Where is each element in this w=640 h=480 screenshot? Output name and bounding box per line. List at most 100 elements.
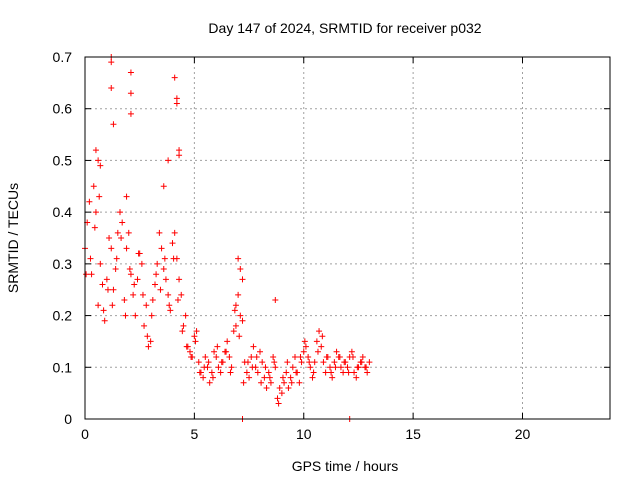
data-point [176,276,183,283]
data-point [127,110,134,117]
data-point [99,281,106,288]
data-point [275,400,282,407]
data-point [235,291,242,298]
data-point [239,317,246,324]
data-point [165,291,172,298]
data-point [108,245,115,252]
x-tick-label: 5 [190,426,198,442]
data-point [279,374,286,381]
data-point [261,374,268,381]
y-tick-label: 0.7 [53,49,73,65]
x-tick-label: 20 [515,426,531,442]
data-point [125,229,132,236]
data-point [173,100,180,107]
data-point [215,364,222,371]
data-point [139,291,146,298]
data-point [364,369,371,376]
data-point [224,338,231,345]
data-point [226,353,233,360]
data-point [206,379,213,386]
data-point [281,379,288,386]
y-tick-label: 0.4 [53,204,73,220]
data-point [165,157,172,164]
data-point [265,369,272,376]
data-point [193,328,200,335]
data-point [240,379,247,386]
data-point [288,379,295,386]
data-point [236,333,243,340]
data-point [276,384,283,391]
data-point [320,359,327,366]
data-point [253,353,260,360]
data-point [118,235,125,241]
x-tick-labels: 0 5 10 15 20 [81,426,530,442]
data-point [95,157,102,164]
data-point [97,260,104,267]
data-point [237,266,244,273]
data-point [112,266,119,273]
data-point [328,369,335,376]
data-point [92,209,99,216]
y-tick-label: 0 [64,411,72,427]
data-point [176,152,183,159]
data-point [217,369,224,376]
data-point [171,229,178,236]
data-point [327,364,333,371]
data-point [244,359,251,366]
data-point [218,359,225,366]
data-point [237,312,244,319]
data-point [345,369,352,376]
data-point [332,364,339,371]
data-point [192,338,199,345]
data-point [296,379,303,386]
data-point [95,302,102,309]
data-point [227,369,234,376]
data-point [127,90,134,97]
data-point [154,260,161,267]
data-point [309,374,316,381]
data-point [302,343,309,350]
data-point [319,333,326,340]
data-point [249,364,256,371]
data-point [202,353,209,360]
data-point [366,359,373,366]
data-point [109,302,116,309]
y-tick-labels: 0 0.1 0.2 0.3 0.4 0.5 0.6 0.7 [53,49,73,427]
data-point [298,359,305,366]
data-point [230,328,237,335]
data-point [285,384,292,391]
data-points [82,54,373,422]
data-point [92,147,99,154]
y-tick-label: 0.6 [53,101,73,117]
data-point [305,353,312,360]
data-point [314,348,321,355]
data-point [258,379,265,386]
data-point [263,384,270,391]
data-point [235,255,242,262]
data-point [100,307,107,314]
data-point [271,359,278,366]
chart-title: Day 147 of 2024, SRMTID for receiver p03… [208,20,481,36]
data-point [323,353,330,360]
data-point [138,260,145,267]
data-point [311,359,318,366]
data-point [353,374,360,381]
data-point [108,85,115,92]
y-tick-label: 0.2 [53,308,73,324]
x-axis-title: GPS time / hours [292,458,399,474]
data-point [195,359,202,366]
data-point [110,286,117,293]
data-point [259,359,266,366]
data-point [248,353,255,360]
data-point [257,348,263,355]
data-point [147,338,154,345]
data-point [336,353,343,360]
data-point [301,338,308,345]
data-point [187,348,193,355]
data-point [96,193,103,200]
data-point [358,359,365,366]
data-point [228,364,235,371]
data-point [131,281,138,288]
data-point [106,235,113,241]
